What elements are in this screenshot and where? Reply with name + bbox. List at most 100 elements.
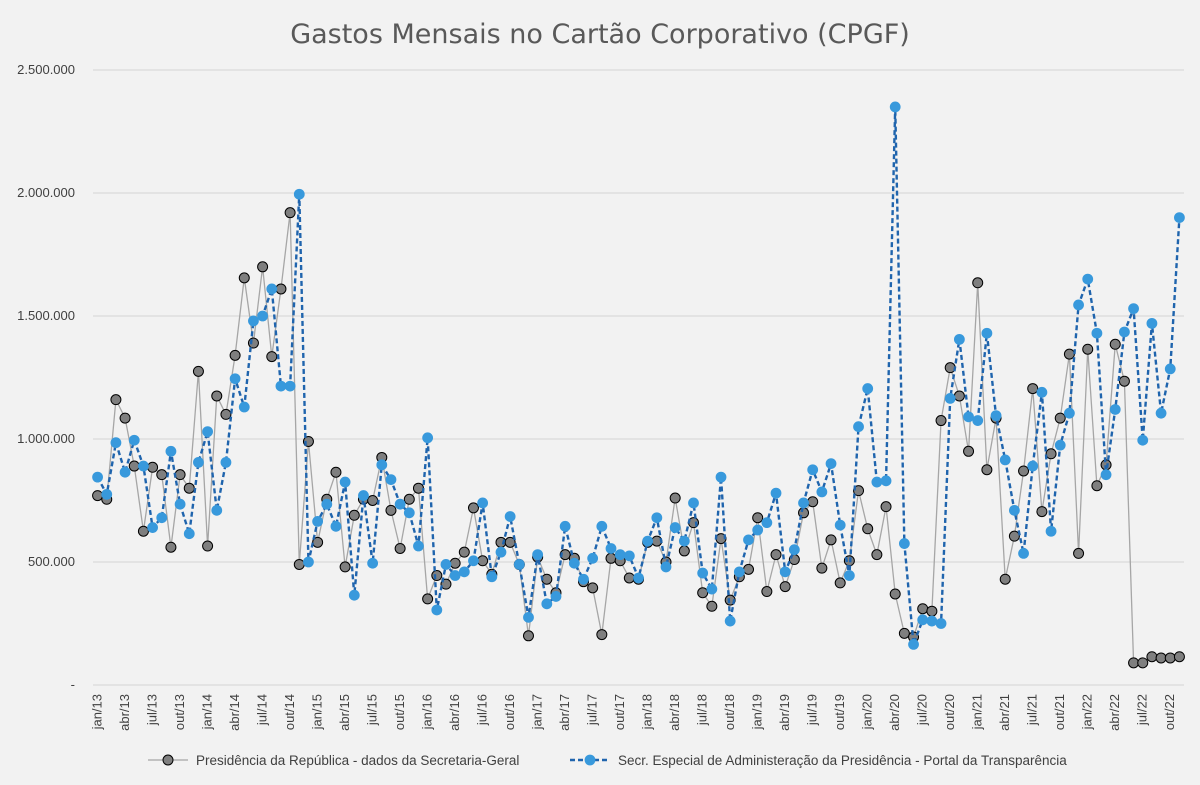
data-point [697, 567, 709, 579]
data-point [119, 412, 131, 424]
data-point [733, 566, 745, 578]
data-point [513, 559, 525, 570]
data-point [816, 562, 828, 574]
data-point [312, 516, 324, 527]
x-tick-label: abr/22 [1107, 694, 1122, 731]
x-tick-label: jan/17 [530, 694, 545, 730]
data-point [889, 101, 901, 113]
data-point [137, 525, 149, 537]
series-2 [92, 101, 1185, 650]
data-point [752, 524, 764, 536]
data-point [174, 498, 186, 510]
legend-marker [162, 754, 174, 766]
data-point [183, 528, 195, 540]
x-tick-label: jul/19 [805, 694, 820, 726]
y-tick-label: - [71, 677, 75, 692]
data-point [834, 577, 846, 589]
data-point [853, 485, 865, 497]
data-point [1082, 273, 1094, 285]
data-point [1045, 525, 1057, 537]
data-point [532, 549, 544, 561]
x-tick-label: out/19 [832, 694, 847, 730]
legend-label: Secr. Especial de Administeração da Pres… [618, 753, 1067, 768]
x-tick-label: abr/18 [667, 694, 682, 731]
data-point [715, 471, 727, 483]
x-tick-label: abr/16 [447, 694, 462, 731]
series-line [96, 105, 1181, 646]
data-point [798, 497, 809, 509]
data-point [807, 464, 819, 476]
data-point [220, 456, 232, 468]
x-tick-label: jul/17 [585, 694, 600, 726]
data-point [1091, 327, 1103, 339]
data-point [1036, 386, 1048, 398]
data-point [321, 498, 333, 510]
x-tick-label: out/20 [942, 694, 957, 730]
data-point [422, 593, 434, 605]
data-point [193, 456, 204, 468]
data-point [403, 507, 415, 519]
data-point [293, 188, 305, 200]
data-point [477, 555, 489, 567]
legend-item-2: Secr. Especial de Administeração da Pres… [570, 753, 1067, 768]
data-point [312, 536, 324, 548]
data-point [1109, 404, 1121, 415]
data-point [486, 571, 498, 583]
data-point [293, 558, 305, 570]
data-point [101, 488, 113, 500]
data-point [303, 556, 314, 568]
data-point [119, 466, 131, 478]
data-point [578, 573, 589, 585]
x-tick-label: out/18 [722, 694, 737, 730]
data-point [348, 589, 360, 601]
x-tick-label: jan/13 [90, 694, 105, 730]
data-point [816, 486, 828, 498]
data-point [1063, 348, 1075, 360]
data-point [403, 493, 415, 505]
x-tick-label: abr/19 [777, 694, 792, 731]
data-point [238, 401, 250, 413]
data-point [587, 552, 599, 564]
data-point [128, 460, 140, 472]
data-point [1073, 547, 1085, 559]
data-point [623, 572, 635, 584]
data-point [605, 543, 617, 554]
data-point [202, 540, 214, 552]
data-point [999, 573, 1011, 585]
data-point [926, 605, 938, 617]
data-point [1137, 434, 1149, 446]
data-point [358, 490, 369, 501]
data-point [935, 415, 947, 427]
data-point [1063, 407, 1075, 419]
data-point [211, 390, 223, 402]
data-point [541, 598, 553, 610]
x-tick-label: jul/20 [915, 694, 930, 726]
data-point [1137, 657, 1149, 669]
data-point [853, 421, 864, 433]
x-tick-label: jan/14 [200, 694, 215, 730]
x-tick-label: jan/18 [640, 694, 655, 730]
data-point [1018, 465, 1030, 477]
data-point [1164, 652, 1176, 664]
data-point [92, 471, 103, 483]
data-point [110, 437, 122, 449]
data-point [147, 461, 159, 473]
data-point [678, 535, 690, 547]
data-point [431, 604, 443, 616]
data-point [495, 546, 507, 558]
y-tick-label: 500.000 [28, 554, 75, 569]
data-point [1155, 652, 1167, 664]
data-point [889, 588, 901, 600]
x-tick-label: jan/20 [860, 694, 875, 730]
data-point [257, 310, 269, 322]
data-point [467, 502, 479, 514]
data-point [678, 545, 690, 557]
data-point [165, 445, 177, 457]
data-point [1054, 412, 1066, 424]
data-point [981, 327, 993, 339]
data-point [229, 373, 241, 385]
legend-item-1: Presidência da República - dados da Secr… [148, 753, 519, 768]
data-point [788, 544, 800, 556]
data-point [1164, 363, 1176, 375]
